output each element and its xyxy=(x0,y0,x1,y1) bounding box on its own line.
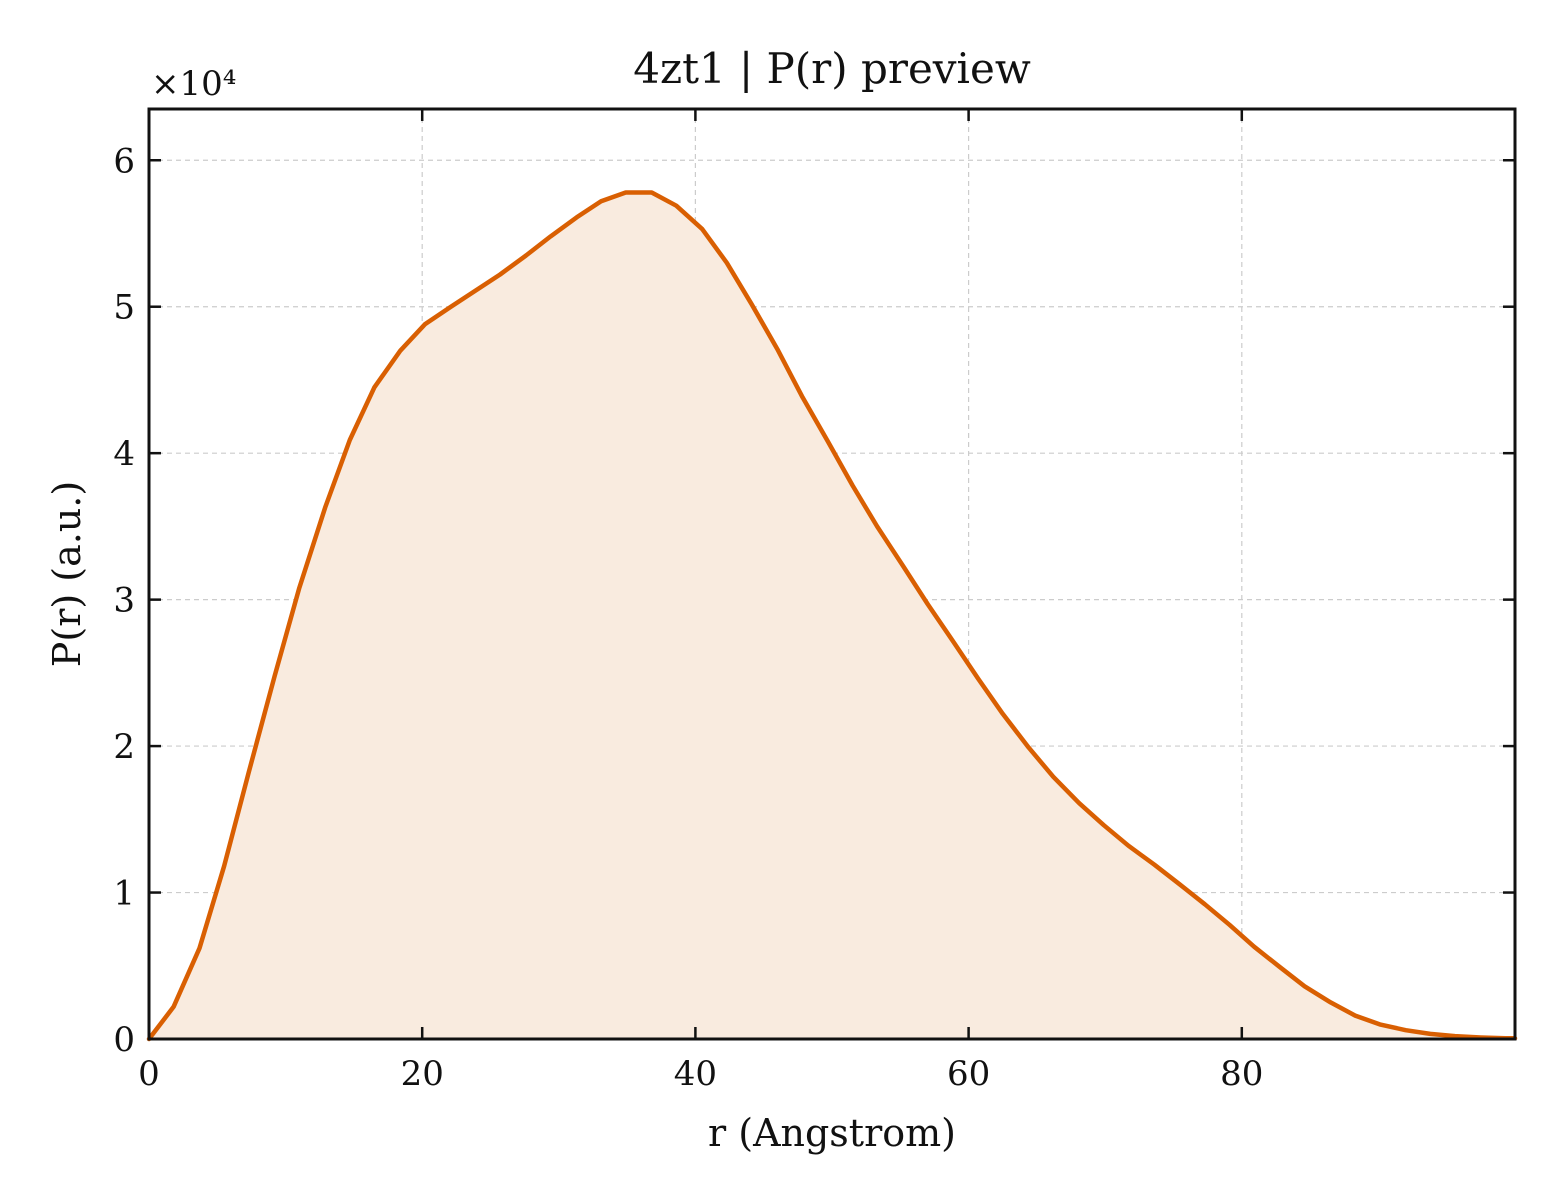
x-tick-label: 0 xyxy=(138,1054,160,1094)
y-scale-label: ×10⁴ xyxy=(151,64,236,104)
y-tick-label: 2 xyxy=(113,727,135,767)
y-tick-label: 4 xyxy=(113,434,135,474)
y-tick-label: 5 xyxy=(113,288,135,328)
x-tick-label: 80 xyxy=(1220,1054,1263,1094)
y-axis-label: P(r) (a.u.) xyxy=(45,481,89,667)
chart-title: 4zt1 | P(r) preview xyxy=(633,44,1031,93)
y-tick-label: 6 xyxy=(113,141,135,181)
x-tick-label: 60 xyxy=(947,1054,990,1094)
pr-area-fill xyxy=(149,192,1515,1039)
y-tick-label: 1 xyxy=(113,874,135,914)
x-tick-label: 20 xyxy=(401,1054,444,1094)
pr-curve-line xyxy=(146,190,1518,1042)
x-axis-label: r (Angstrom) xyxy=(708,1111,956,1155)
x-tick-label: 40 xyxy=(674,1054,717,1094)
y-tick-label: 3 xyxy=(113,581,135,621)
plot-frame xyxy=(147,107,1517,1041)
y-tick-label: 0 xyxy=(113,1020,135,1060)
ticks: 0 20 40 60 80 0 1 2 3 4 5 6 xyxy=(113,109,1515,1094)
